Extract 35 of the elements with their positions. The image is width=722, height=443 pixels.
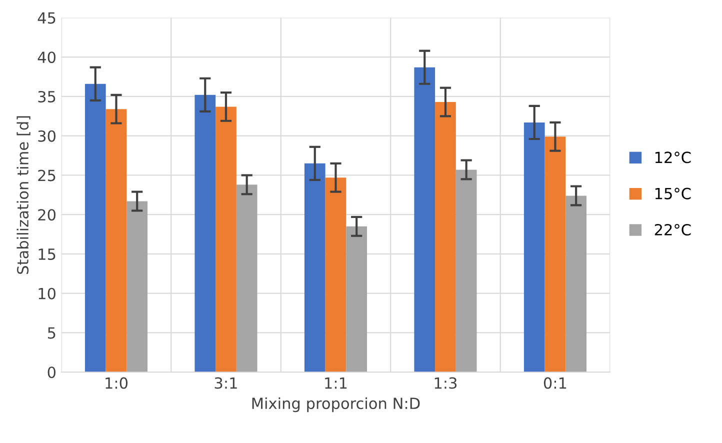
bar: [106, 109, 127, 372]
x-tick-label: 1:0: [106, 377, 128, 389]
bar: [236, 184, 258, 372]
y-axis-title: Stabilization time [d]: [16, 116, 30, 274]
bar: [126, 201, 148, 372]
x-tick-label: 0:1: [544, 377, 566, 389]
bar: [325, 178, 346, 372]
y-tick-label: 30: [38, 130, 56, 142]
x-tick-label: 3:1: [214, 377, 237, 389]
y-tick-label: 25: [38, 170, 56, 182]
y-tick-label: 35: [38, 90, 56, 102]
bar: [346, 226, 368, 372]
bar: [566, 196, 586, 372]
x-tick-label: 1:3: [434, 377, 457, 389]
bar: [84, 84, 106, 372]
bar: [544, 136, 566, 372]
bar: [524, 122, 545, 372]
y-tick-label: 10: [38, 288, 56, 300]
bar: [216, 106, 236, 372]
y-tick-label: 20: [38, 209, 56, 221]
bar: [304, 163, 326, 372]
y-tick-label: 15: [38, 248, 56, 260]
y-tick-label: 45: [38, 12, 56, 24]
bar: [435, 102, 456, 372]
y-tick-label: 0: [48, 366, 56, 378]
x-tick-label: 1:1: [325, 377, 347, 389]
y-tick-label: 40: [38, 52, 56, 64]
y-tick-label: 5: [48, 327, 56, 339]
legend-label: 12°C: [655, 152, 691, 164]
bar: [456, 170, 477, 372]
legend-label: 15°C: [655, 188, 691, 200]
bar: [194, 94, 216, 372]
bar: [414, 67, 436, 372]
x-axis-title: Mixing proporcion N:D: [252, 397, 420, 412]
legend-label: 22°C: [654, 224, 691, 236]
